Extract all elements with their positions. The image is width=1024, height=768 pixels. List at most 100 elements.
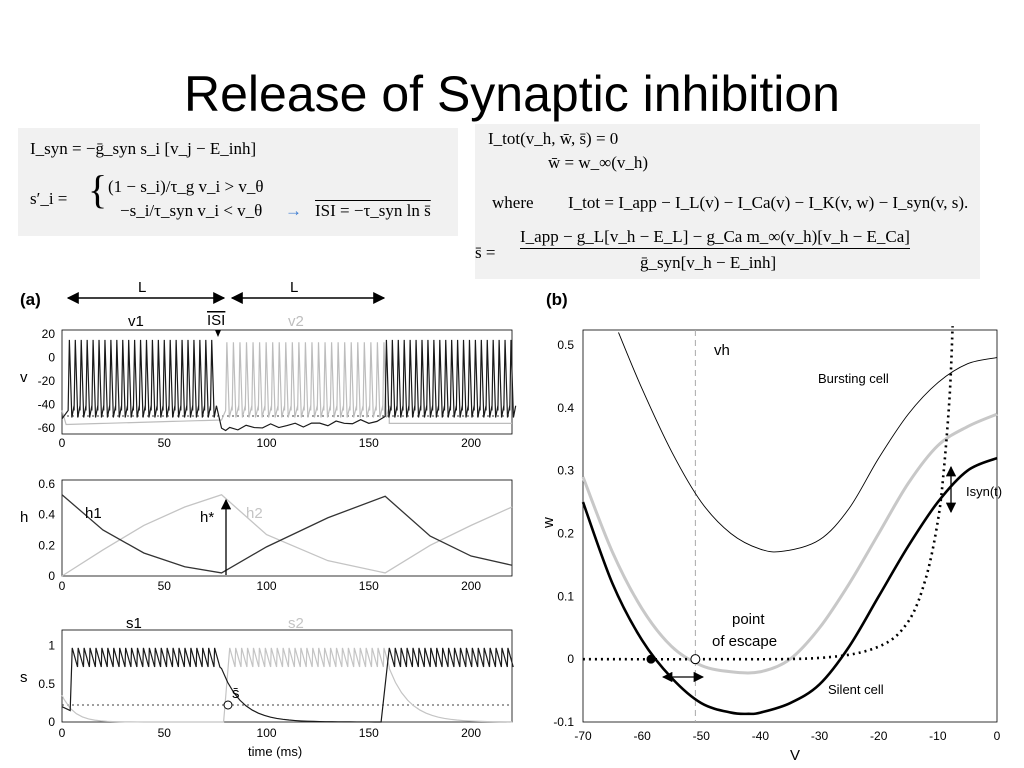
s-axis-label: s [20,669,28,686]
w-tick-label: -0.1 [553,715,574,729]
v2-label: v2 [288,313,304,330]
v-tick-label: -60 [38,421,56,435]
time-tick-label: 0 [59,579,66,593]
h1-trace [61,494,513,574]
V-tick-label: -70 [574,729,592,743]
h-tick-label: 0.6 [38,477,55,491]
time-tick-label: 100 [257,436,277,450]
v-tick-label: -40 [38,398,56,412]
phase-x-tick-labels: -70 -60 -50 -40 -30 -20 -10 0 [574,729,1000,743]
silent-cell-curve [581,456,998,716]
s2-trace [61,647,513,723]
h-tick-labels: 0.6 0.4 0.2 0 [38,477,55,583]
escape-point [690,654,701,665]
itot-equation: I_tot(v_h, w̄, s̄) = 0 [488,129,619,148]
w-tick-label: 0.5 [557,338,574,352]
time-axis-label: time (ms) [248,744,302,759]
v-tick-label: 20 [42,327,56,341]
s-x-tick-labels: 0 50 100 150 200 [59,726,482,740]
sbar-label: s̄ [232,685,240,702]
isyn-label: Isyn(t) [966,484,1002,499]
time-tick-label: 100 [257,579,277,593]
panel-a-label: (a) [20,290,41,309]
vh-label: vh [714,342,730,359]
h-subplot: h* h1 h2 h 0.6 0.4 0.2 0 0 50 100 150 200 [20,477,513,593]
time-tick-label: 200 [461,436,481,450]
panel-b-label: (b) [546,290,568,309]
s1-label: s1 [126,615,142,632]
wbar-equation: w̄ = w_∞(v_h) [548,153,649,172]
s2-label: s2 [288,615,304,632]
w-tick-label: 0.3 [557,464,574,478]
sbar-marker [223,700,233,710]
v-x-tick-labels: 0 50 100 150 200 [59,436,482,450]
time-tick-label: 100 [257,726,277,740]
v2-trace [61,342,512,426]
h-tick-label: 0 [48,569,55,583]
L-right-label: L [290,279,298,296]
s-tick-label: 1 [48,639,55,653]
time-tick-label: 50 [158,579,172,593]
cases-brace: { [88,167,108,212]
sbar-lhs: s̄ = [475,243,496,262]
itot-definition: I_tot = I_app − I_L(v) − I_Ca(v) − I_K(v… [568,193,969,212]
V-axis-label: V [790,747,800,764]
w-tick-label: 0 [567,652,574,666]
escape-label-line2: of escape [712,633,777,650]
sbar-numerator: I_app − g_L[v_h − E_L] − g_Ca m_∞(v_h)[v… [520,226,910,249]
w-axis-label: w [540,517,557,529]
silent-fixed-point [646,654,656,664]
time-tick-label: 150 [359,436,379,450]
time-tick-label: 50 [158,436,172,450]
h1-label: h1 [85,505,102,522]
isi-marker [215,330,221,337]
L-left-label: L [138,279,146,296]
h-x-tick-labels: 0 50 100 150 200 [59,579,482,593]
w-tick-label: 0.4 [557,401,574,415]
s-tick-label: 0.5 [38,677,55,691]
time-tick-label: 0 [59,726,66,740]
slide-title: Release of Synaptic inhibition [184,66,840,122]
s-subplot: s̄ s1 s2 s time (ms) 10.50 0 50 100 150 200 [20,615,514,759]
right-equation-panel [475,124,980,279]
v-tick-label: 0 [48,351,55,365]
v-axis-label: v [20,369,28,386]
escape-label-line1: point [732,611,765,628]
time-tick-label: 50 [158,726,172,740]
V-tick-label: 0 [994,729,1001,743]
time-tick-label: 200 [461,579,481,593]
h-tick-label: 0.4 [38,508,55,522]
time-tick-label: 150 [359,579,379,593]
h2-trace [61,493,513,577]
bursting-cell-curve [618,332,998,553]
w-tick-label: 0.2 [557,527,574,541]
left-equation-panel [18,128,458,236]
v-tick-label: -20 [38,374,56,388]
V-tick-label: -20 [870,729,888,743]
s-tick-label: 0 [48,715,55,729]
bursting-cell-label: Bursting cell [818,371,889,386]
time-tick-label: 150 [359,726,379,740]
isi-label: ISI [207,312,225,329]
silent-cell-label: Silent cell [828,682,884,697]
V-tick-label: -50 [693,729,711,743]
v-subplot: v v1 v2 200-20-40-60 0 50 100 150 200 [20,313,517,450]
v1-label: v1 [128,313,144,330]
V-tick-label: -60 [633,729,651,743]
sbar-denominator: ḡ_syn[v_h − E_inh] [640,253,777,272]
s-prime-lhs: s′_i = [30,189,68,208]
h-axes-frame [61,479,513,577]
time-tick-label: 0 [59,436,66,450]
s-case-2: −s_i/τ_syn v_i < v_θ [120,201,263,220]
phase-plane: vh Bursting cell Silent cell Isyn(t) poi… [540,326,1002,764]
s-tick-labels: 10.50 [38,639,55,729]
w-tick-label: 0.1 [557,589,574,603]
v-tick-labels: 20 0 -20 -40 -60 [38,327,56,435]
phase-y-tick-labels: 0.5 0.4 0.3 0.2 0.1 0 -0.1 [553,338,574,729]
intermediate-curve [581,412,998,675]
s-case-1: (1 − s_i)/τ_g v_i > v_θ [108,177,264,196]
w-inf-curve [582,326,954,661]
s1-trace [61,647,514,723]
V-tick-label: -10 [929,729,947,743]
